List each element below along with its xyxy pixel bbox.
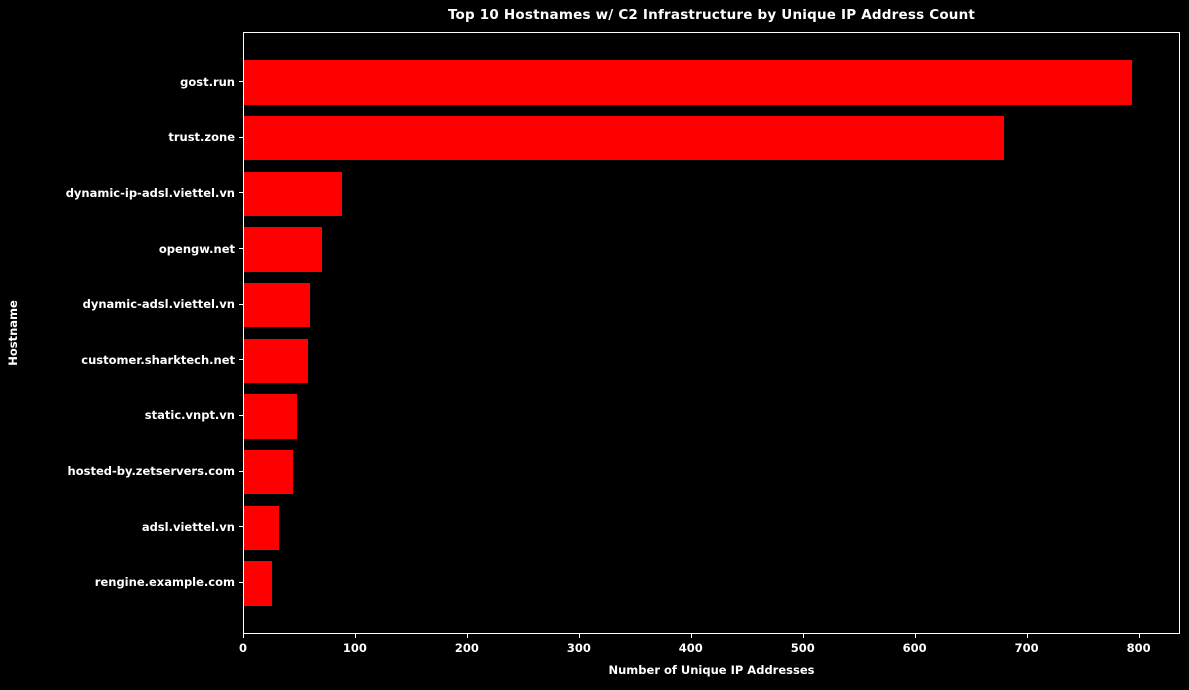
y-tick-mark [239,192,243,194]
y-tick-labels: gost.run trust.zone dynamic-ip-adsl.viette… [0,32,235,634]
y-tick-mark [239,248,243,249]
y-tick-mark [239,136,243,138]
y-tick-mark [239,581,243,583]
bar [244,449,294,495]
x-tick-label: 400 [678,641,703,655]
bar [244,394,297,439]
x-tick-mark [466,634,468,638]
x-tick-label: 500 [790,641,815,655]
bar [244,115,1004,161]
x-axis-ticks: 0 100 200 300 400 500 600 700 800 [239,634,1180,668]
x-tick-label: 800 [1126,641,1151,655]
y-tick-label: adsl.viettel.vn [141,519,235,534]
y-tick-mark [239,359,243,361]
x-tick-label: 0 [238,641,247,655]
bar [244,227,323,272]
x-tick-mark [243,634,244,638]
x-tick-mark [802,634,804,638]
x-tick-mark [1026,634,1028,638]
x-tick-mark [1138,634,1140,638]
chart-title: Top 10 Hostnames w/ C2 Infrastructure by… [447,7,976,23]
plot-area [243,32,1180,634]
bar [244,561,272,606]
x-tick-label: 700 [1014,641,1039,655]
bar [244,171,343,217]
x-axis-label: Number of Unique IP Addresses [608,663,815,677]
y-tick-label: customer.sharktech.net [81,352,235,367]
y-tick-mark [239,81,243,83]
y-tick-label: rengine.example.com [94,575,235,590]
y-tick-label: dynamic-ip-adsl.viettel.vn [65,185,235,200]
y-tick-mark [239,526,243,528]
y-tick-label: trust.zone [168,130,235,145]
y-tick-mark [239,414,243,416]
x-tick-label: 300 [566,641,591,655]
x-tick-mark [354,634,356,638]
x-tick-mark [914,634,916,638]
x-tick-mark [578,634,580,638]
y-tick-label: hosted-by.zetservers.com [67,464,235,479]
bar [244,505,279,551]
x-tick-mark [690,634,692,638]
y-tick-mark [239,303,243,305]
bar [244,60,1133,105]
x-tick-label: 200 [454,641,479,655]
x-tick-label: 100 [342,641,367,655]
bar [244,338,308,384]
y-tick-marks [239,32,243,634]
bar [244,282,310,328]
y-tick-mark [239,470,243,472]
y-tick-label: gost.run [180,74,235,89]
y-tick-label: opengw.net [158,241,235,256]
x-tick-label: 600 [902,641,927,655]
y-tick-label: dynamic-adsl.viettel.vn [82,297,235,312]
y-tick-label: static.vnpt.vn [144,408,235,423]
